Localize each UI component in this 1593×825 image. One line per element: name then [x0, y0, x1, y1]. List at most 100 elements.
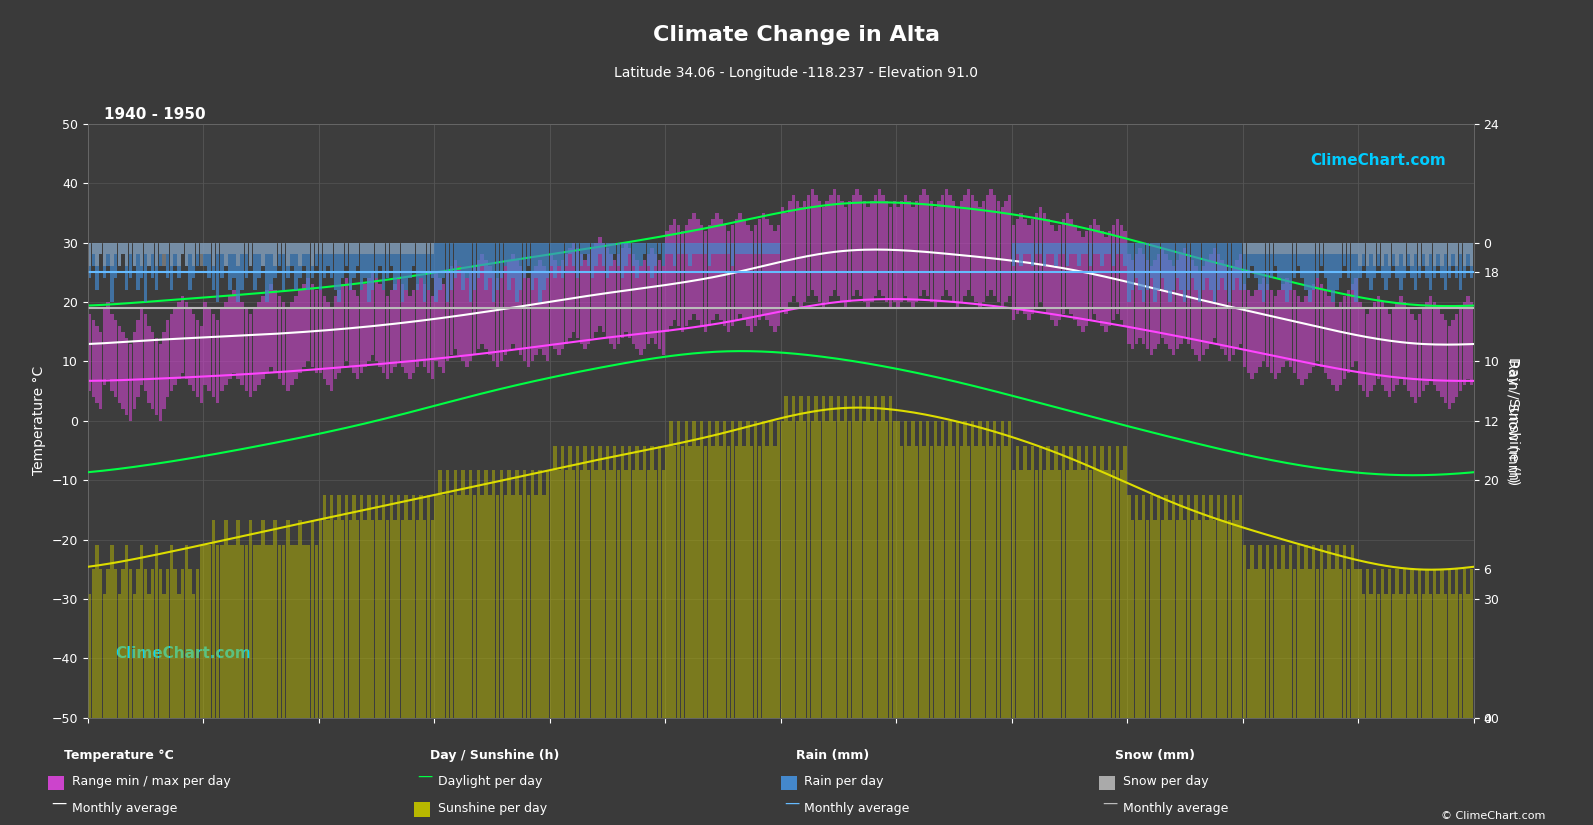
Bar — [126, 243, 129, 290]
Bar — [298, 290, 303, 373]
Bar — [1451, 243, 1454, 254]
Bar — [1448, 243, 1451, 266]
Bar — [1187, 254, 1190, 343]
Bar — [1123, 243, 1126, 266]
Bar — [704, 231, 707, 332]
Bar — [352, 290, 355, 373]
Bar — [908, 201, 911, 302]
Bar — [1270, 243, 1273, 278]
Bar — [382, 243, 386, 290]
Bar — [1101, 446, 1104, 718]
Bar — [118, 594, 121, 718]
Bar — [327, 243, 330, 266]
Bar — [245, 308, 249, 391]
Bar — [1120, 243, 1123, 254]
Bar — [981, 201, 986, 302]
Bar — [500, 272, 503, 361]
Bar — [110, 243, 113, 266]
Bar — [1217, 495, 1220, 718]
Bar — [803, 201, 806, 302]
Bar — [1270, 290, 1273, 373]
Bar — [847, 421, 851, 718]
Bar — [435, 243, 438, 302]
Bar — [975, 201, 978, 302]
Bar — [1050, 470, 1053, 718]
Bar — [319, 520, 322, 718]
Bar — [515, 470, 519, 718]
Bar — [1150, 266, 1153, 356]
Bar — [495, 243, 499, 290]
Bar — [1016, 219, 1020, 314]
Bar — [1016, 243, 1020, 254]
Bar — [655, 254, 658, 343]
Bar — [1168, 243, 1171, 302]
Bar — [693, 243, 696, 254]
Bar — [1418, 243, 1421, 266]
Bar — [1289, 243, 1292, 254]
Bar — [174, 243, 177, 266]
Bar — [182, 296, 185, 373]
Bar — [1123, 446, 1126, 718]
Bar — [699, 224, 704, 326]
Bar — [693, 213, 696, 314]
Bar — [1327, 243, 1330, 290]
Bar — [1373, 302, 1376, 385]
Bar — [1128, 254, 1131, 343]
Bar — [1332, 243, 1335, 254]
Bar — [1459, 594, 1462, 718]
Bar — [390, 290, 393, 373]
Bar — [1104, 237, 1107, 332]
Bar — [964, 421, 967, 718]
Bar — [382, 290, 386, 373]
Bar — [319, 290, 322, 373]
Bar — [1212, 248, 1217, 337]
Bar — [249, 243, 252, 266]
Bar — [1308, 569, 1311, 718]
Bar — [967, 189, 970, 290]
Bar — [889, 396, 892, 718]
Bar — [1327, 544, 1330, 718]
Bar — [707, 421, 710, 718]
Bar — [196, 320, 199, 397]
Bar — [282, 302, 285, 385]
Bar — [465, 495, 468, 718]
Bar — [1421, 243, 1424, 254]
Bar — [515, 243, 519, 302]
Bar — [830, 195, 833, 296]
Bar — [1316, 243, 1319, 278]
Bar — [792, 195, 795, 296]
Bar — [1300, 302, 1305, 385]
Bar — [315, 290, 319, 373]
Bar — [1195, 266, 1198, 356]
Bar — [970, 421, 973, 718]
Bar — [1168, 520, 1171, 718]
Bar — [113, 243, 118, 278]
Bar — [1251, 243, 1254, 266]
Bar — [143, 569, 147, 718]
Bar — [731, 421, 734, 718]
Bar — [162, 243, 166, 266]
Bar — [438, 470, 441, 718]
Bar — [1324, 569, 1327, 718]
Bar — [1388, 243, 1391, 266]
Bar — [534, 495, 538, 718]
Bar — [941, 421, 945, 718]
Bar — [661, 470, 664, 718]
Bar — [945, 189, 948, 290]
Bar — [1055, 231, 1058, 326]
Bar — [1254, 243, 1258, 278]
Bar — [143, 243, 147, 254]
Bar — [143, 243, 147, 302]
Bar — [322, 243, 327, 254]
Bar — [1020, 470, 1023, 718]
Bar — [1270, 243, 1273, 254]
Bar — [492, 243, 495, 302]
Bar — [553, 261, 558, 350]
Bar — [1359, 243, 1362, 278]
Bar — [1432, 302, 1435, 385]
Bar — [1047, 243, 1050, 254]
Bar — [795, 201, 800, 302]
Bar — [1195, 243, 1198, 290]
Bar — [1403, 243, 1407, 278]
Bar — [96, 243, 99, 266]
